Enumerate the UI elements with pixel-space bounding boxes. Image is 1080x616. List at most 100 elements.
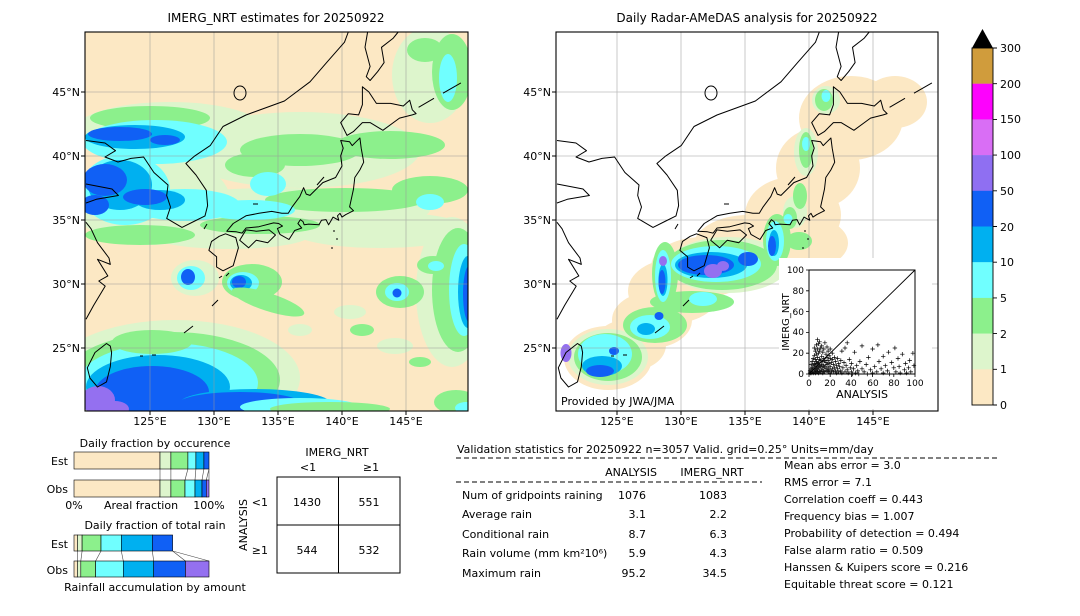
svg-text:25°N: 25°N: [52, 342, 80, 355]
validation-rows: Num of gridpoints raining 1076 1083 Aver…: [462, 489, 727, 580]
contingency-table: IMERG_NRT <1 ≥1 ANALYSIS <1 ≥1 1430 551 …: [237, 446, 401, 574]
score-line-6: Hanssen & Kuipers score = 0.216: [784, 561, 968, 574]
score-line-0: Mean abs error = 3.0: [784, 459, 901, 472]
validation-col-imerg: IMERG_NRT: [680, 466, 743, 479]
right-map-frame: [555, 31, 939, 412]
contingency-col-label-1: ≥1: [363, 461, 379, 474]
svg-text:8.7: 8.7: [629, 528, 647, 541]
validation-title: Validation statistics for 20250922 n=305…: [457, 443, 874, 456]
svg-text:125°E: 125°E: [600, 415, 633, 428]
svg-text:100: 100: [787, 266, 804, 276]
left-map-title: IMERG_NRT estimates for 20250922: [168, 11, 385, 25]
left-map-precip-shapes: [50, 27, 488, 436]
right-map-lat-labels: 45°N 40°N 35°N 30°N 25°N: [523, 86, 551, 355]
svg-text:34.5: 34.5: [703, 567, 728, 580]
svg-text:145°E: 145°E: [389, 415, 422, 428]
colorbar-segments: [972, 48, 993, 406]
occurrence-row-label-est: Est: [51, 455, 69, 468]
svg-text:130°E: 130°E: [664, 415, 697, 428]
contingency-value-11: 532: [359, 544, 380, 557]
svg-text:80: 80: [793, 287, 805, 297]
total-rain-chart: Daily fraction of total rain Est Obs Rai…: [47, 519, 247, 594]
validation-col-analysis: ANALYSIS: [605, 466, 657, 479]
svg-text:35°N: 35°N: [52, 214, 80, 227]
validation-stats: Validation statistics for 20250922 n=305…: [456, 443, 997, 591]
svg-text:100: 100: [1000, 149, 1021, 162]
occurrence-chart: Daily fraction by occurence Est Obs 0% A…: [47, 437, 231, 512]
scatter-x-axis-label: ANALYSIS: [836, 388, 888, 401]
svg-text:Num of gridpoints raining: Num of gridpoints raining: [462, 489, 603, 502]
scatter-y-axis-label: IMERG_NRT: [781, 292, 792, 350]
occurrence-x-right: 100%: [193, 499, 224, 512]
svg-text:Average rain: Average rain: [462, 508, 532, 521]
svg-text:45°N: 45°N: [523, 86, 551, 99]
svg-text:40°N: 40°N: [523, 150, 551, 163]
svg-text:25°N: 25°N: [523, 342, 551, 355]
right-map-precip-shapes: [560, 76, 927, 390]
svg-text:30°N: 30°N: [52, 278, 80, 291]
svg-text:Conditional rain: Conditional rain: [462, 528, 549, 541]
colorbar-overflow-triangle: [972, 29, 993, 48]
svg-text:35°N: 35°N: [523, 214, 551, 227]
svg-text:145°E: 145°E: [856, 415, 889, 428]
svg-text:2: 2: [1000, 328, 1007, 341]
svg-text:50: 50: [1000, 185, 1014, 198]
svg-text:135°E: 135°E: [728, 415, 761, 428]
total-rain-chart-title: Daily fraction of total rain: [84, 519, 225, 532]
score-line-3: Frequency bias = 1.007: [784, 510, 915, 523]
svg-text:300: 300: [1000, 42, 1021, 55]
occurrence-x-left: 0%: [65, 499, 82, 512]
svg-text:1083: 1083: [699, 489, 727, 502]
score-list: Mean abs error = 3.0 RMS error = 7.1 Corre…: [784, 459, 968, 591]
contingency-row-group: ANALYSIS: [237, 499, 250, 551]
svg-text:3.1: 3.1: [629, 508, 647, 521]
svg-text:40: 40: [793, 328, 805, 338]
contingency-value-10: 544: [297, 544, 318, 557]
left-map-lat-labels: 45°N 40°N 35°N 30°N 25°N: [52, 86, 80, 355]
occurrence-chart-title: Daily fraction by occurence: [80, 437, 231, 450]
svg-text:40: 40: [845, 379, 857, 389]
svg-text:1: 1: [1000, 363, 1007, 376]
svg-text:0: 0: [806, 379, 812, 389]
total-rain-caption: Rainfall accumulation by amount: [64, 581, 246, 594]
contingency-col-group: IMERG_NRT: [305, 446, 368, 459]
svg-text:5.9: 5.9: [629, 547, 647, 560]
left-map-gridlines: [85, 32, 468, 411]
svg-text:20: 20: [793, 349, 805, 359]
right-map-mask: [468, 0, 1080, 612]
total-rain-row-label-obs: Obs: [47, 564, 69, 577]
score-line-7: Equitable threat score = 0.121: [784, 578, 953, 591]
map-tick-marks: [81, 91, 874, 415]
scatter-tick-marks: [806, 269, 916, 377]
svg-text:5: 5: [1000, 292, 1007, 305]
scatter-inset: 0 20 40 60 80 100 0 20 40 60 80 100 ANAL…: [779, 258, 932, 409]
svg-text:10: 10: [1000, 256, 1014, 269]
left-map-frame: [84, 31, 469, 412]
colorbar-tick-labels: 300 200 150 100 50 20 10 5 2 1 0: [1000, 42, 1021, 412]
occurrence-bars: [73, 451, 210, 498]
contingency-col-label-0: <1: [300, 461, 316, 474]
score-line-4: Probability of detection = 0.494: [784, 527, 959, 540]
coastlines: [85, 31, 462, 388]
right-map: [556, 32, 938, 411]
svg-text:95.2: 95.2: [622, 567, 647, 580]
score-line-2: Correlation coeff = 0.443: [784, 493, 923, 506]
scatter-points: [807, 337, 917, 377]
svg-text:4.3: 4.3: [710, 547, 728, 560]
svg-text:Rain volume (mm km²10⁶): Rain volume (mm km²10⁶): [462, 547, 607, 560]
svg-text:150: 150: [1000, 113, 1021, 126]
colorbar-tick-marks: [993, 47, 997, 406]
svg-text:140°E: 140°E: [792, 415, 825, 428]
left-map-lon-labels: 125°E 130°E 135°E 140°E 145°E: [133, 415, 422, 428]
left-map: [50, 27, 488, 436]
occurrence-x-label: Areal fraction: [104, 499, 178, 512]
svg-text:20: 20: [1000, 221, 1014, 234]
svg-text:2.2: 2.2: [710, 508, 728, 521]
svg-text:6.3: 6.3: [710, 528, 728, 541]
svg-text:Maximum rain: Maximum rain: [462, 567, 541, 580]
svg-text:140°E: 140°E: [325, 415, 358, 428]
svg-text:200: 200: [1000, 78, 1021, 91]
svg-text:0: 0: [798, 370, 804, 380]
occurrence-row-label-obs: Obs: [47, 483, 69, 496]
